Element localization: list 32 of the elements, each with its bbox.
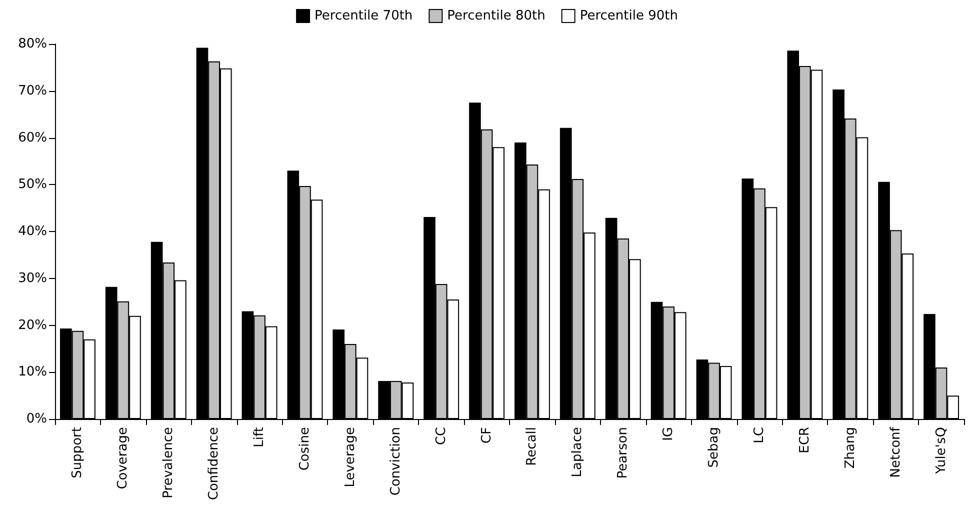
x-tick-label: Laplace [570, 427, 586, 478]
x-tick-label: Pearson [616, 427, 631, 479]
y-tick-label: 40% [18, 224, 47, 239]
x-tick-label: LC [752, 427, 767, 444]
x-tick-label: Prevalence [161, 427, 176, 498]
y-tick-label: 20% [18, 318, 47, 333]
y-tick-label: 50% [18, 177, 47, 192]
x-tick-label: IG [661, 427, 676, 441]
legend-label: Percentile 80th [447, 8, 546, 24]
x-tick-label: Support [70, 427, 86, 478]
x-tick-label: Netconf [888, 426, 904, 478]
y-tick-label: 30% [18, 270, 47, 286]
y-tick-label: 10% [18, 364, 47, 380]
legend-label: Percentile 90th [580, 8, 678, 24]
y-tick-label: 80% [18, 36, 47, 52]
x-tick-label: Confidence [206, 427, 222, 500]
x-tick-label: Sebag [706, 427, 722, 468]
x-tick-label: Zhang [842, 427, 858, 469]
x-tick-label: Cosine [297, 427, 312, 471]
x-tick-label: Conviction [388, 427, 404, 496]
x-tick-label: Recall [524, 427, 540, 466]
y-tick-label: 0% [26, 412, 47, 426]
x-tick-label: Lift [252, 427, 268, 448]
legend-label: Percentile 70th [314, 8, 413, 24]
x-tick-label: Yule'sQ [934, 427, 949, 475]
x-tick-label: CC [434, 427, 449, 446]
x-tick-label: CF [479, 427, 494, 444]
x-tick-label: Coverage [116, 427, 131, 490]
x-tick-label: ECR [797, 427, 812, 454]
x-tick-label: Leverage [342, 427, 358, 488]
y-tick-label: 60% [18, 130, 47, 146]
y-tick-label: 70% [18, 83, 47, 98]
